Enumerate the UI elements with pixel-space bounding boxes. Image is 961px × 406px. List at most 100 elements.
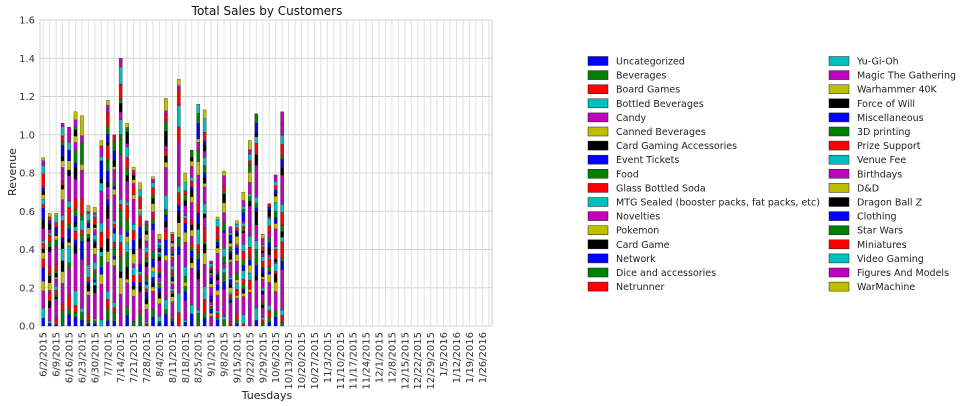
- bar-segment: [196, 223, 200, 230]
- bar-segment: [151, 179, 155, 183]
- bar-segment: [80, 164, 84, 171]
- bar-segment: [235, 220, 239, 225]
- bar-segment: [93, 323, 97, 327]
- bar-segment: [222, 289, 226, 317]
- bar-segment: [112, 159, 117, 167]
- bar-segment: [235, 314, 239, 321]
- bar-segment: [241, 230, 246, 234]
- bar-segment: [189, 242, 194, 248]
- bar-segment: [157, 287, 162, 293]
- legend-swatch: [828, 84, 850, 94]
- legend-label: Netrunner: [616, 282, 664, 293]
- bar-segment: [54, 239, 58, 247]
- bar-segment: [228, 294, 233, 298]
- bar-segment: [106, 145, 110, 161]
- bar-segment: [118, 103, 123, 113]
- bar-segment: [151, 187, 155, 196]
- legend-swatch: [828, 281, 850, 292]
- bar-segment: [280, 158, 284, 168]
- bar-segment: [267, 247, 271, 255]
- legend-swatch: [828, 169, 850, 179]
- bar-segment: [80, 312, 84, 321]
- bar-segment: [241, 283, 246, 290]
- bar-segment: [248, 205, 252, 237]
- bar-segment: [112, 302, 117, 308]
- bar-segment: [138, 208, 142, 212]
- bar-segment: [99, 156, 104, 161]
- bar-segment: [151, 176, 155, 180]
- bar-segment: [228, 284, 233, 288]
- legend-swatch: [828, 239, 850, 250]
- bar-segment: [177, 246, 181, 255]
- bar-segment: [273, 217, 278, 224]
- bar-segment: [267, 282, 271, 306]
- bar-segment: [196, 269, 200, 280]
- bar-segment: [144, 292, 149, 300]
- bar-segment: [222, 230, 226, 233]
- bar-segment: [157, 272, 162, 275]
- bar-segment: [273, 181, 278, 187]
- bar-segment: [235, 230, 239, 234]
- bar-segment: [261, 256, 265, 262]
- bar-segment: [202, 203, 207, 215]
- bar-segment: [196, 138, 200, 143]
- bar-segment: [138, 314, 142, 327]
- bar-segment: [280, 224, 284, 232]
- x-tick-label: 1/5/2016: [439, 332, 450, 377]
- bar-segment: [54, 296, 58, 300]
- bar-segment: [131, 275, 136, 282]
- bar-segment: [189, 219, 194, 226]
- bar-segment: [157, 316, 162, 322]
- bar-segment: [261, 322, 265, 327]
- bar-segment: [93, 234, 97, 240]
- bar-segment: [106, 238, 110, 252]
- bar-segment: [86, 323, 91, 327]
- bar-segment: [112, 150, 117, 161]
- bar-segment: [170, 232, 175, 235]
- bar-segment: [67, 238, 71, 243]
- bar-segment: [157, 277, 162, 282]
- bar-segment: [157, 248, 162, 250]
- bar-segment: [170, 279, 175, 282]
- bar-segment: [228, 321, 233, 327]
- legend-label: Prize Support: [857, 141, 921, 152]
- bar-segment: [189, 166, 194, 178]
- bar-segment: [189, 202, 194, 221]
- legend-label: WarMachine: [857, 282, 915, 293]
- bar-segment: [144, 324, 149, 327]
- legend-label: Birthdays: [857, 169, 902, 180]
- bar-segment: [144, 309, 149, 322]
- bar-segment: [261, 291, 265, 295]
- bar-segment: [235, 227, 239, 232]
- bar-segment: [41, 243, 45, 250]
- bar-segment: [118, 199, 123, 205]
- bar-segment: [118, 83, 123, 100]
- bar-segment: [267, 209, 271, 217]
- bar-segment: [189, 177, 194, 182]
- x-tick-label: 9/22/2015: [245, 332, 256, 383]
- bar-segment: [157, 273, 162, 278]
- x-tick-label: 6/30/2015: [90, 332, 101, 383]
- bar-segment: [164, 221, 168, 228]
- bar-segment: [125, 168, 129, 176]
- bar-segment: [41, 165, 45, 174]
- bar-segment: [47, 216, 52, 221]
- x-tick-label: 8/4/2015: [155, 332, 166, 377]
- bar-segment: [47, 220, 52, 224]
- bar-segment: [164, 299, 168, 311]
- bar-segment: [47, 290, 52, 293]
- bar-segment: [54, 215, 58, 223]
- bar-segment: [157, 260, 162, 269]
- bar-segment: [261, 261, 265, 268]
- bar-segment: [54, 233, 58, 236]
- x-tick-label: 11/3/2015: [323, 332, 334, 383]
- bar-segment: [151, 182, 155, 188]
- y-tick-label: 0.2: [19, 283, 35, 294]
- bar-segment: [60, 167, 65, 182]
- bar-segment: [144, 240, 149, 248]
- legend-label: Figures And Models: [857, 268, 949, 279]
- bar-segment: [157, 303, 162, 317]
- bar-segment: [209, 277, 213, 282]
- bar-segment: [196, 123, 200, 140]
- bar-segment: [280, 144, 284, 156]
